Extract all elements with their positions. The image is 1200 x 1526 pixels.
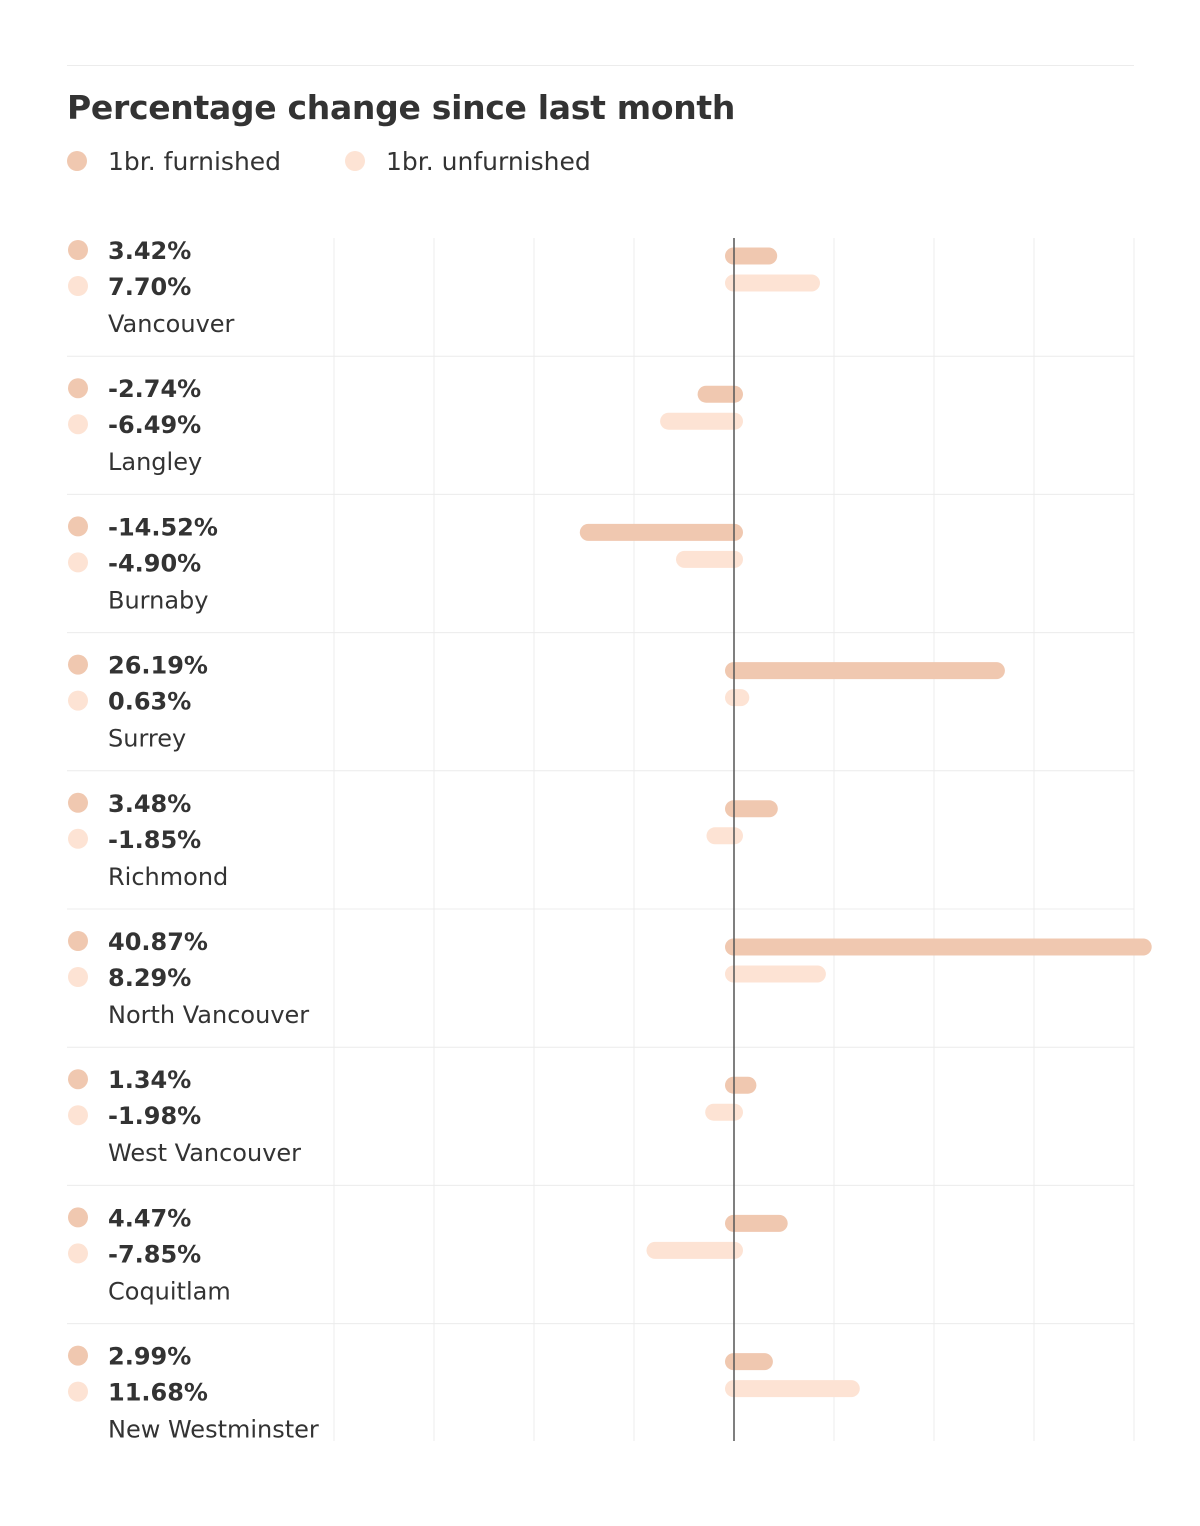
value-dot-furnished — [68, 240, 88, 260]
category-label-langley: Langley — [108, 448, 202, 476]
value-label-unfurnished-vancouver: 7.70% — [108, 273, 191, 301]
value-label-furnished-vancouver: 3.42% — [108, 237, 191, 265]
value-dot-unfurnished — [68, 552, 88, 573]
bar-furnished-richmond — [725, 800, 778, 818]
legend-item-furnished: 1br. furnished — [67, 143, 281, 179]
value-label-unfurnished-new-westminster: 11.68% — [108, 1379, 208, 1407]
value-label-unfurnished-burnaby: -4.90% — [108, 549, 201, 577]
value-dot-furnished — [68, 1069, 88, 1090]
value-dot-furnished — [68, 931, 88, 951]
bar-unfurnished-west-vancouver — [705, 1103, 743, 1121]
category-label-coquitlam: Coquitlam — [108, 1277, 231, 1305]
bar-furnished-north-vancouver — [725, 938, 1152, 956]
value-dot-unfurnished — [68, 414, 88, 435]
legend-swatch-furnished — [67, 151, 87, 171]
legend-item-unfurnished: 1br. unfurnished — [345, 143, 591, 179]
value-label-furnished-richmond: 3.48% — [108, 790, 191, 818]
value-dot-unfurnished — [68, 276, 88, 296]
bar-furnished-surrey — [725, 662, 1005, 680]
category-label-vancouver: Vancouver — [108, 310, 235, 338]
value-dot-unfurnished — [68, 967, 88, 987]
category-label-north-vancouver: North Vancouver — [108, 1001, 309, 1029]
value-dot-unfurnished — [68, 1381, 88, 1402]
bar-furnished-langley — [697, 385, 743, 403]
bar-unfurnished-langley — [660, 412, 743, 430]
category-label-surrey: Surrey — [108, 725, 186, 753]
value-dot-unfurnished — [68, 1105, 88, 1126]
category-label-new-westminster: New Westminster — [108, 1416, 319, 1444]
legend-label-furnished: 1br. furnished — [108, 146, 282, 176]
value-dot-furnished — [68, 654, 88, 675]
value-dot-furnished — [68, 516, 88, 537]
value-dot-unfurnished — [68, 1243, 88, 1264]
value-label-unfurnished-langley: -6.49% — [108, 411, 201, 439]
bar-furnished-west-vancouver — [725, 1076, 757, 1094]
value-dot-unfurnished — [68, 690, 88, 711]
value-label-furnished-west-vancouver: 1.34% — [108, 1066, 191, 1094]
value-dot-unfurnished — [68, 828, 88, 849]
legend-swatch-unfurnished — [345, 151, 365, 171]
category-label-burnaby: Burnaby — [108, 586, 208, 614]
bar-unfurnished-new-westminster — [725, 1380, 860, 1398]
category-label-west-vancouver: West Vancouver — [108, 1139, 301, 1167]
bar-unfurnished-north-vancouver — [725, 965, 826, 983]
bar-unfurnished-burnaby — [676, 550, 743, 568]
value-label-furnished-new-westminster: 2.99% — [108, 1343, 191, 1371]
bar-unfurnished-surrey — [725, 689, 750, 707]
bar-unfurnished-coquitlam — [646, 1241, 743, 1259]
bar-furnished-burnaby — [579, 523, 743, 541]
value-label-unfurnished-surrey: 0.63% — [108, 688, 191, 716]
top-divider — [67, 65, 1134, 66]
value-label-unfurnished-coquitlam: -7.85% — [108, 1240, 201, 1268]
value-label-unfurnished-west-vancouver: -1.98% — [108, 1102, 201, 1130]
value-label-furnished-burnaby: -14.52% — [108, 513, 218, 541]
bar-furnished-vancouver — [725, 247, 778, 265]
bar-furnished-new-westminster — [725, 1353, 773, 1371]
legend-label-unfurnished: 1br. unfurnished — [386, 146, 591, 176]
value-dot-furnished — [68, 1207, 88, 1228]
value-dot-furnished — [68, 792, 88, 813]
value-label-unfurnished-north-vancouver: 8.29% — [108, 964, 191, 992]
bar-furnished-coquitlam — [725, 1214, 788, 1232]
chart-title: Percentage change since last month — [67, 88, 736, 127]
value-dot-furnished — [68, 1345, 88, 1366]
value-dot-furnished — [68, 378, 88, 399]
bar-unfurnished-richmond — [706, 827, 743, 845]
value-label-furnished-surrey: 26.19% — [108, 652, 208, 680]
legend: 1br. furnished 1br. unfurnished — [67, 143, 767, 179]
value-label-furnished-north-vancouver: 40.87% — [108, 928, 208, 956]
bar-unfurnished-vancouver — [725, 274, 820, 292]
value-label-unfurnished-richmond: -1.85% — [108, 826, 201, 854]
category-label-richmond: Richmond — [108, 863, 228, 891]
value-label-furnished-coquitlam: 4.47% — [108, 1204, 191, 1232]
value-label-furnished-langley: -2.74% — [108, 375, 201, 403]
